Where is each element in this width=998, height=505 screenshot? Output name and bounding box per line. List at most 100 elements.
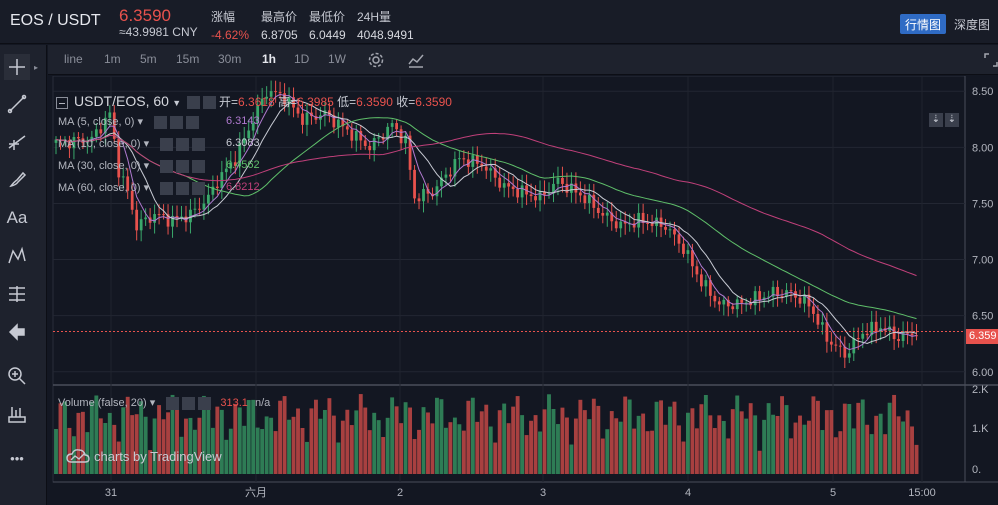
volume-bar — [686, 412, 690, 474]
cloud-icon — [66, 449, 90, 463]
interval-5m[interactable]: 5m — [140, 52, 157, 66]
candle-body — [426, 188, 430, 194]
indicator-ma10-eye-icon[interactable] — [160, 137, 174, 151]
volume-bar — [901, 421, 906, 474]
symbol-gear-icon[interactable] — [202, 96, 216, 110]
candle-body — [399, 129, 403, 144]
volume-bar — [264, 416, 269, 474]
volume-gear-icon[interactable] — [182, 396, 196, 410]
indicator-ma60[interactable]: MA (60, close, 0) ▾ 6.8212 — [58, 181, 260, 195]
back-arrow-icon[interactable] — [4, 319, 30, 345]
interval-line[interactable]: line — [64, 52, 83, 66]
stat-change: 涨幅 -4.62% — [211, 10, 250, 42]
measure-icon[interactable] — [4, 281, 30, 307]
volume-bar — [358, 394, 363, 474]
volume-bar — [874, 415, 879, 474]
indicator-ma5-close-icon[interactable] — [186, 115, 200, 129]
volume-bar — [242, 425, 247, 474]
candle-body — [256, 105, 260, 124]
interval-1w[interactable]: 1W — [328, 52, 346, 66]
candle-body — [691, 250, 694, 267]
candle-body — [278, 92, 282, 94]
fullscreen-icon[interactable] — [982, 51, 998, 69]
volume-bar — [76, 412, 81, 474]
interval-30m[interactable]: 30m — [218, 52, 242, 66]
time-tick-label: 3 — [540, 487, 546, 499]
volume-legend[interactable]: Volume (false, 20) ▾ 313.1 n/a — [58, 396, 271, 410]
symbol-settings-icon[interactable] — [186, 96, 200, 110]
candle-body — [538, 191, 542, 201]
volume-bar — [381, 437, 386, 474]
candle-body — [502, 183, 506, 188]
indicators-icon[interactable] — [407, 51, 425, 69]
indicator-ma30-gear-icon[interactable] — [176, 159, 190, 173]
tool-expand-icon[interactable]: ▸ — [34, 63, 39, 72]
indicator-ma5-gear-icon[interactable] — [170, 115, 184, 129]
volume-bar — [659, 400, 663, 474]
volume-bar — [766, 403, 771, 474]
candle-body — [68, 140, 71, 149]
brush-icon[interactable] — [4, 167, 30, 193]
candle-body — [269, 91, 273, 97]
indicator-ma30-eye-icon[interactable] — [160, 159, 174, 173]
indicator-ma60-gear-icon[interactable] — [176, 181, 190, 195]
interval-1m[interactable]: 1m — [104, 52, 121, 66]
tab-kline[interactable]: 行情图 — [900, 14, 947, 34]
volume-bar — [215, 406, 220, 474]
volume-bar — [412, 439, 417, 474]
indicator-ma10[interactable]: MA (10, close, 0) ▾ 6.3083 — [58, 137, 260, 151]
text-icon[interactable]: Aa — [6, 208, 28, 227]
pattern-icon[interactable] — [4, 243, 30, 269]
time-tick-label: 5 — [830, 487, 836, 499]
scale-down-icon[interactable]: ⇣ — [929, 113, 943, 127]
volume-bar — [820, 430, 825, 474]
candle-body — [233, 162, 237, 166]
indicator-ma30-close-icon[interactable] — [192, 159, 206, 173]
interval-1h[interactable]: 1h — [262, 52, 277, 66]
volume-bar — [201, 395, 206, 474]
candle-body — [834, 344, 838, 346]
tradingview-watermark[interactable]: charts by TradingView — [66, 448, 222, 464]
indicator-ma10-close-icon[interactable] — [192, 137, 206, 151]
interval-1d[interactable]: 1D — [294, 52, 310, 66]
collapse-legend-icon[interactable] — [56, 96, 68, 109]
fib-icon[interactable] — [4, 129, 30, 155]
volume-bar — [192, 429, 197, 474]
volume-bar — [798, 415, 802, 474]
interval-15m[interactable]: 15m — [176, 52, 200, 66]
tab-depth[interactable]: 深度图 — [954, 18, 991, 32]
volume-close-icon[interactable] — [198, 396, 212, 410]
price-chart[interactable]: 8.50 8.00 7.50 7.00 6.50 6.00 2.K 1.K 0. 31 六月 2 3 4 5… — [48, 76, 998, 505]
more-icon[interactable]: ••• — [10, 450, 24, 466]
indicator-ma30[interactable]: MA (30, close, 0) ▾ 6.4562 — [58, 159, 260, 173]
settings-gear-icon[interactable] — [367, 51, 385, 69]
volume-bar — [869, 434, 874, 474]
indicator-ma60-close-icon[interactable] — [192, 181, 206, 195]
time-tick-label: 2 — [397, 487, 403, 499]
volume-bar — [757, 450, 762, 474]
indicator-ma5-eye-icon[interactable] — [154, 115, 168, 129]
crosshair-icon[interactable] — [4, 54, 30, 80]
chart-canvas[interactable]: 8.50 8.00 7.50 7.00 6.50 6.00 2.K 1.K 0. 31 六月 2 3 4 5… — [48, 76, 998, 505]
volume-bar — [856, 402, 861, 474]
candle-body — [162, 214, 165, 216]
volume-bar — [161, 419, 166, 474]
volume-bar — [152, 418, 157, 474]
ruler-icon[interactable] — [4, 401, 30, 427]
symbol-label[interactable]: USDT/EOS, 60 — [74, 93, 169, 109]
indicator-ma10-gear-icon[interactable] — [176, 137, 190, 151]
scale-up-icon[interactable]: ⇣ — [945, 113, 959, 127]
candle-body — [72, 137, 76, 149]
candle-body — [632, 223, 636, 228]
candle-body — [511, 186, 515, 190]
indicator-ma60-eye-icon[interactable] — [160, 181, 174, 195]
trend-line-icon[interactable] — [4, 91, 30, 117]
volume-bar — [914, 444, 919, 474]
candle-body — [251, 123, 255, 131]
volume-bar — [632, 428, 637, 474]
volume-eye-icon[interactable] — [166, 396, 180, 410]
candle-body — [193, 208, 197, 210]
indicator-ma5[interactable]: MA (5, close, 0) ▾ 6.3143 — [58, 115, 260, 129]
zoom-icon[interactable] — [4, 363, 30, 389]
candle-body — [655, 217, 658, 227]
